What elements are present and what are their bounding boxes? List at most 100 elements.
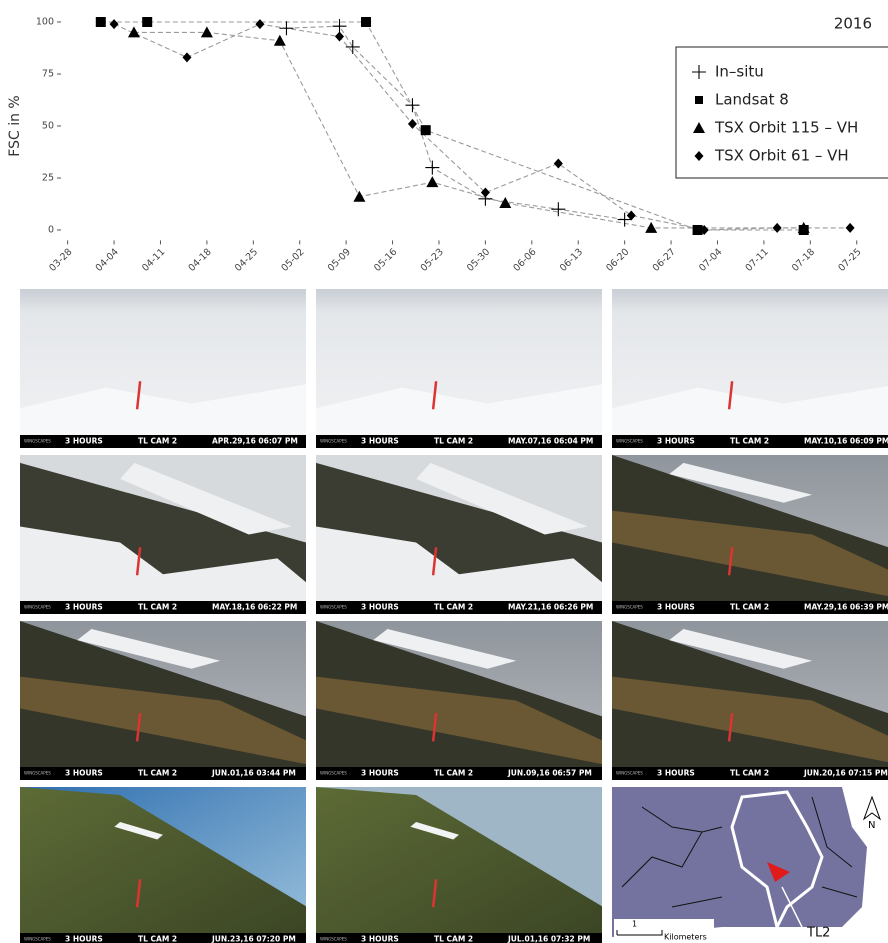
photo-duration: 3 HOURS (361, 769, 399, 778)
photo-duration: 3 HOURS (65, 437, 103, 446)
data-point (182, 52, 191, 62)
photo-brand: WINGSCAPES (320, 937, 347, 942)
x-tick-label: 07-18 (790, 247, 817, 274)
photo-brand: WINGSCAPES (320, 771, 347, 776)
photo-camera: TL CAM 2 (138, 769, 177, 778)
y-tick-label: 25 (42, 173, 54, 184)
photo-timestamp: JUN.09,16 06:57 PM (507, 769, 592, 778)
photo-duration: 3 HOURS (65, 935, 103, 943)
photo-duration: 3 HOURS (657, 769, 695, 778)
photo: WINGSCAPES 3 HOURS TL CAM 2 JUN.09,16 06:57… (316, 621, 602, 780)
map-unit: Kilometers (664, 933, 707, 942)
photo-timestamp: MAY.21,16 06:26 PM (508, 603, 593, 612)
photo-brand: WINGSCAPES (24, 439, 51, 444)
photo-camera: TL CAM 2 (138, 603, 177, 612)
data-point (96, 17, 106, 27)
photo-duration: 3 HOURS (65, 769, 103, 778)
photo-duration: 3 HOURS (361, 437, 399, 446)
x-tick-label: 04-11 (140, 247, 167, 274)
series-line (287, 26, 625, 219)
map-scale: 1 (632, 920, 637, 929)
x-tick-label: 05-16 (372, 247, 399, 274)
legend-label: TSX Orbit 61 – VH (714, 147, 849, 165)
data-point (425, 161, 439, 175)
x-tick-label: 07-11 (743, 247, 770, 274)
y-axis-label: FSC in % (7, 95, 23, 156)
photo-timestamp: JUN.20,16 07:15 PM (803, 769, 888, 778)
x-tick-label: 04-25 (233, 247, 260, 274)
photo-brand: WINGSCAPES (616, 771, 643, 776)
data-point (426, 176, 438, 187)
data-point (110, 19, 119, 29)
photo-duration: 3 HOURS (65, 603, 103, 612)
x-tick-label: 04-04 (94, 247, 121, 274)
chart-title: 2016 (834, 15, 872, 33)
photo: WINGSCAPES 3 HOURS TL CAM 2 JUN.20,16 07:15… (612, 621, 888, 780)
x-tick-label: 06-27 (651, 247, 678, 274)
data-point (627, 210, 636, 220)
x-tick-label: 06-20 (604, 247, 631, 274)
photo-timestamp: JUN.23,16 07:20 PM (211, 935, 296, 943)
photo: WINGSCAPES 3 HOURS TL CAM 2 APR.29,16 06:07… (20, 289, 306, 448)
map-site-label: TL2 (806, 926, 830, 941)
map-north: N (868, 820, 875, 831)
legend-label: TSX Orbit 115 – VH (714, 119, 858, 137)
photo-camera: TL CAM 2 (730, 769, 769, 778)
photo: WINGSCAPES 3 HOURS TL CAM 2 JUN.01,16 03:44… (20, 621, 306, 780)
figure: 2016 FSC in % 025507510003-2804-0404-110… (0, 0, 888, 943)
photo-brand: WINGSCAPES (24, 605, 51, 610)
photo-duration: 3 HOURS (657, 603, 695, 612)
photo-timestamp: MAY.10,16 06:09 PM (804, 437, 888, 446)
photo-camera: TL CAM 2 (434, 437, 473, 446)
data-point (255, 19, 264, 29)
photo-brand: WINGSCAPES (320, 439, 347, 444)
y-tick-label: 0 (48, 225, 54, 236)
legend-marker (695, 96, 703, 104)
photo-timestamp: JUN.01,16 03:44 PM (211, 769, 296, 778)
photo-camera: TL CAM 2 (138, 935, 177, 943)
data-point (361, 17, 371, 27)
photo-duration: 3 HOURS (361, 935, 399, 943)
photo-timestamp: APR.29,16 06:07 PM (212, 437, 298, 446)
data-point (554, 158, 563, 168)
x-tick-label: 07-04 (697, 247, 724, 274)
legend-label: In–situ (715, 63, 764, 81)
photo-brand: WINGSCAPES (24, 771, 51, 776)
photo-camera: TL CAM 2 (730, 603, 769, 612)
photo-camera: TL CAM 2 (138, 437, 177, 446)
photo-duration: 3 HOURS (361, 603, 399, 612)
photo-timestamp: MAY.18,16 06:22 PM (212, 603, 297, 612)
x-tick-label: 05-02 (279, 247, 306, 274)
y-tick-label: 100 (36, 17, 54, 28)
data-point (274, 35, 286, 46)
x-tick-label: 05-30 (465, 247, 492, 274)
data-point (846, 223, 855, 233)
photo-camera: TL CAM 2 (434, 769, 473, 778)
x-tick-label: 06-13 (558, 247, 585, 274)
photo-camera: TL CAM 2 (730, 437, 769, 446)
data-point (353, 191, 365, 202)
photo: WINGSCAPES 3 HOURS TL CAM 2 MAY.18,16 06:22… (20, 455, 306, 614)
x-tick-label: 07-25 (836, 247, 863, 274)
photo-duration: 3 HOURS (657, 437, 695, 446)
data-point (142, 17, 152, 27)
data-point (333, 19, 347, 33)
data-point (421, 125, 431, 135)
y-tick-label: 75 (42, 69, 54, 80)
data-point (551, 202, 565, 216)
data-point (335, 32, 344, 42)
photo-timestamp: JUL.01,16 07:32 PM (507, 935, 590, 943)
photo-camera: TL CAM 2 (434, 935, 473, 943)
data-point (279, 21, 293, 35)
x-tick-label: 05-23 (419, 247, 446, 274)
data-point (645, 222, 657, 233)
legend-label: Landsat 8 (715, 91, 789, 109)
y-tick-label: 50 (42, 121, 54, 132)
x-tick-label: 05-09 (326, 247, 353, 274)
photo-brand: WINGSCAPES (616, 605, 643, 610)
